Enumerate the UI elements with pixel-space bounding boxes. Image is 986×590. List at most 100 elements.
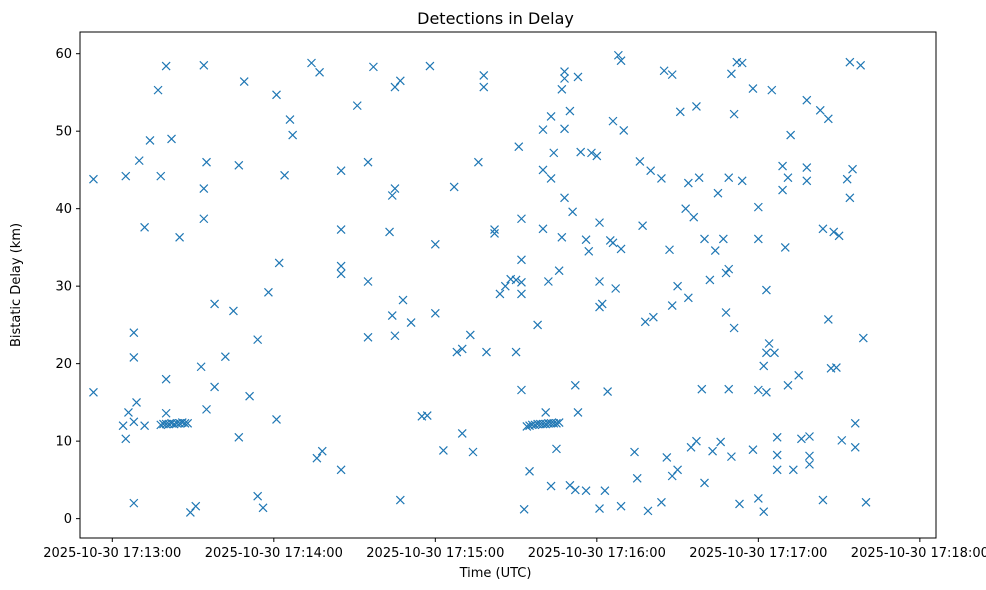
data-point: [721, 308, 731, 317]
x-tick-label: 2025-10-30 17:13:00: [43, 546, 181, 561]
data-point: [274, 258, 284, 268]
data-point: [673, 281, 683, 291]
data-point: [850, 418, 860, 428]
data-point: [850, 442, 860, 452]
data-point: [648, 312, 658, 322]
data-point: [616, 501, 626, 511]
data-point: [570, 485, 580, 495]
data-point: [336, 261, 346, 271]
data-point: [202, 157, 211, 167]
data-point: [603, 387, 613, 396]
data-point: [764, 339, 774, 348]
data-point: [387, 311, 397, 321]
data-point: [581, 486, 591, 496]
data-point: [363, 332, 373, 342]
data-point: [336, 465, 346, 475]
data-point: [683, 178, 693, 188]
chart-title: Detections in Delay: [417, 9, 574, 28]
data-point: [778, 185, 787, 195]
data-point: [533, 320, 543, 330]
data-point: [183, 418, 193, 428]
data-point: [390, 331, 400, 341]
data-point: [315, 67, 324, 77]
data-point: [479, 70, 489, 80]
data-point: [390, 184, 400, 193]
data-point: [552, 444, 561, 454]
data-point: [156, 171, 166, 181]
data-point: [543, 277, 553, 286]
data-point: [780, 242, 790, 252]
data-point: [140, 421, 150, 431]
x-tick-label: 2025-10-30 17:17:00: [689, 546, 827, 561]
data-point: [511, 275, 521, 285]
data-point: [554, 266, 564, 276]
data-point: [538, 224, 548, 234]
data-point: [772, 465, 782, 475]
data-point: [336, 269, 346, 279]
data-point: [272, 90, 281, 100]
data-point: [753, 385, 763, 395]
data-point: [608, 116, 618, 126]
data-point: [837, 435, 847, 445]
data-point: [823, 114, 833, 124]
data-point: [363, 157, 373, 167]
data-point: [721, 268, 731, 278]
data-point: [89, 387, 98, 397]
data-point: [312, 453, 322, 463]
data-point: [759, 507, 769, 517]
data-point: [234, 160, 244, 170]
data-point: [716, 437, 726, 447]
x-tick-label: 2025-10-30 17:14:00: [205, 546, 343, 561]
data-point: [724, 264, 734, 274]
data-point: [630, 447, 639, 457]
data-point: [482, 347, 491, 357]
data-point: [490, 225, 499, 235]
x-axis: 2025-10-30 17:13:00 2025-10-30 17:14:00 20…: [43, 538, 986, 561]
data-point: [336, 225, 346, 235]
data-point: [858, 333, 868, 343]
data-point: [124, 408, 133, 417]
data-point: [210, 299, 220, 309]
data-point: [581, 235, 591, 245]
data-point: [805, 451, 814, 461]
y-tick-label: 50: [55, 125, 72, 140]
data-point: [430, 308, 440, 318]
data-point: [525, 466, 534, 476]
data-point: [761, 348, 771, 358]
data-point: [673, 465, 683, 475]
data-point: [570, 380, 580, 390]
data-point: [202, 404, 211, 414]
data-point: [587, 148, 596, 158]
data-point: [253, 491, 263, 501]
data-point: [129, 417, 139, 427]
data-point: [597, 299, 607, 309]
data-point: [145, 136, 155, 145]
data-point: [713, 188, 723, 198]
data-point: [180, 418, 190, 428]
data-point: [385, 227, 394, 237]
data-point: [573, 408, 583, 417]
data-point: [546, 481, 556, 491]
data-point: [129, 498, 139, 508]
data-point: [557, 232, 567, 242]
data-point: [457, 344, 467, 354]
data-point: [802, 95, 812, 105]
data-point: [511, 347, 521, 357]
data-point: [595, 277, 604, 286]
data-point: [368, 62, 378, 72]
data-point: [568, 207, 578, 217]
data-point: [129, 328, 139, 338]
data-point: [514, 142, 524, 152]
data-point: [657, 174, 666, 183]
data-point: [724, 384, 734, 394]
data-point: [834, 231, 844, 241]
data-point: [253, 335, 263, 345]
data-point: [280, 170, 290, 180]
y-tick-label: 30: [55, 280, 72, 295]
data-point: [611, 284, 621, 293]
y-axis-title: Bistatic Delay (km): [9, 223, 24, 347]
data-point: [565, 106, 575, 116]
data-point: [161, 374, 171, 384]
data-point: [767, 85, 777, 95]
